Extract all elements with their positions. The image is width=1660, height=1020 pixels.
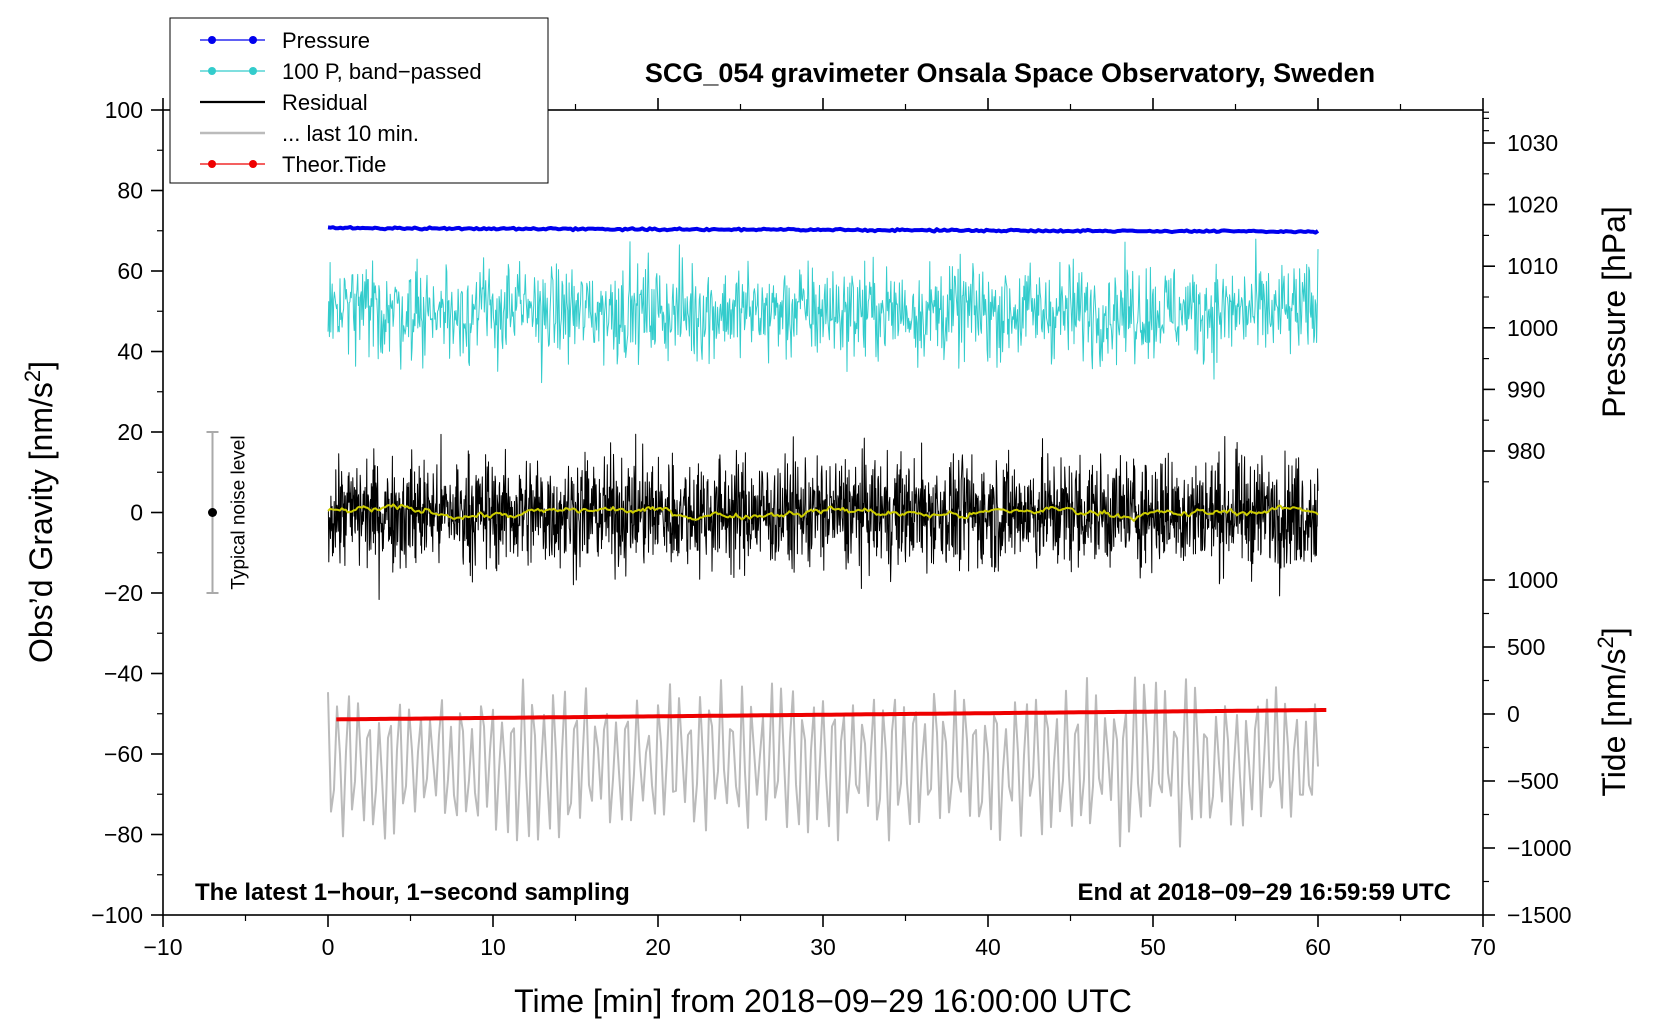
- legend-marker: [249, 160, 257, 168]
- y-tick-label: 80: [117, 178, 143, 204]
- tide-tick-label: 500: [1507, 634, 1545, 660]
- y-tick-label: −100: [91, 902, 143, 928]
- x-tick-label: 60: [1305, 934, 1331, 960]
- x-tick-label: 20: [645, 934, 671, 960]
- y-tick-label: −40: [104, 661, 143, 687]
- pressure-tick-label: 1020: [1507, 192, 1558, 218]
- legend-label: Pressure: [282, 28, 370, 53]
- legend-label: 100 P, band−passed: [282, 59, 482, 84]
- series-last-10-min: [327, 676, 1319, 848]
- series-residual: [327, 433, 1319, 600]
- pressure-tick-label: 1030: [1507, 130, 1558, 156]
- annotation-bottom-left: The latest 1−hour, 1−second sampling: [195, 879, 630, 906]
- x-tick-label: 0: [322, 934, 335, 960]
- legend-box: [169, 17, 549, 184]
- tide-tick-label: −500: [1507, 768, 1559, 794]
- legend-marker: [249, 36, 257, 44]
- x-tick-label: 40: [975, 934, 1001, 960]
- legend-marker: [208, 36, 216, 44]
- chart-title: SCG_054 gravimeter Onsala Space Observat…: [645, 58, 1375, 88]
- noise-bar-label: Typical noise level: [229, 435, 250, 589]
- x-tick-label: 50: [1140, 934, 1166, 960]
- y-tick-label: 20: [117, 419, 143, 445]
- y-tick-label: 40: [117, 339, 143, 365]
- y-tick-label: 100: [105, 97, 143, 123]
- tide-tick-label: 0: [1507, 701, 1520, 727]
- legend-label: ... last 10 min.: [282, 121, 419, 146]
- legend-marker: [208, 160, 216, 168]
- x-axis-title: Time [min] from 2018−09−29 16:00:00 UTC: [514, 983, 1132, 1019]
- pressure-axis-title: Pressure [hPa]: [1596, 206, 1632, 418]
- x-tick-label: −10: [143, 934, 182, 960]
- tide-axis-title: Tide [nm/s2]: [1593, 627, 1632, 796]
- series-layer: [327, 225, 1327, 848]
- y-tick-label: 0: [130, 500, 143, 526]
- legend-marker: [249, 67, 257, 75]
- x-tick-label: 70: [1470, 934, 1496, 960]
- series-theor-tide: [336, 708, 1327, 722]
- y-tick-label: −80: [104, 822, 143, 848]
- y-tick-label: 60: [117, 258, 143, 284]
- y-tick-label: −20: [104, 580, 143, 606]
- series-pressure: [327, 225, 1320, 235]
- legend-label: Theor.Tide: [282, 152, 386, 177]
- legend-label: Residual: [282, 90, 368, 115]
- noise-bar-center-dot: [208, 508, 217, 517]
- tide-tick-label: 1000: [1507, 567, 1558, 593]
- noise-bar: Typical noise level: [206, 431, 250, 594]
- x-tick-label: 10: [480, 934, 506, 960]
- x-tick-label: 30: [810, 934, 836, 960]
- pressure-tick-label: 980: [1507, 438, 1545, 464]
- legend-marker: [208, 67, 216, 75]
- tide-tick-label: −1000: [1507, 835, 1572, 861]
- y-axis-title: Obs’d Gravity [nm/s2]: [20, 361, 59, 663]
- pressure-tick-label: 1000: [1507, 315, 1558, 341]
- tide-tick-label: −1500: [1507, 902, 1572, 928]
- annotation-bottom-right: End at 2018−09−29 16:59:59 UTC: [1077, 879, 1451, 906]
- pressure-tick-label: 1010: [1507, 253, 1558, 279]
- ticks-layer: −10 0 10 20 30 40 50 60 70100806040200−20−40−60−…: [91, 97, 1571, 960]
- series-100-p-band-passed: [327, 238, 1319, 384]
- legend: Pressure 100 P, band−passed Residual ... la…: [169, 17, 549, 184]
- series-smoothed-residual: [327, 503, 1319, 522]
- pressure-tick-label: 990: [1507, 376, 1545, 402]
- y-tick-label: −60: [104, 741, 143, 767]
